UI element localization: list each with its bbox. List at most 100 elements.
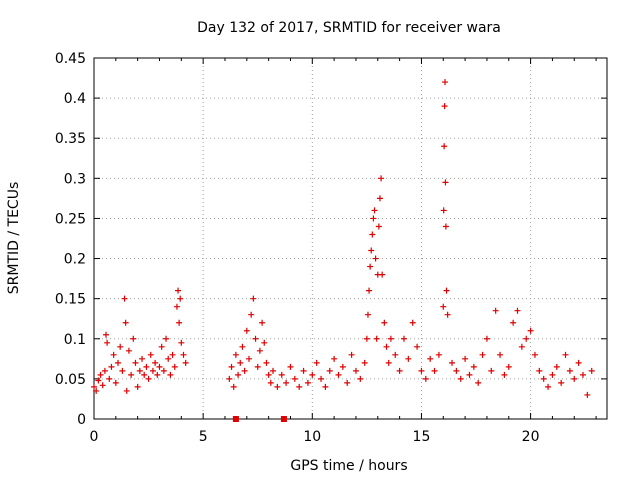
data-point	[128, 371, 135, 378]
y-tick-label: 0.05	[55, 372, 86, 388]
data-point	[326, 367, 333, 374]
data-point	[228, 363, 235, 370]
data-point	[392, 351, 399, 358]
data-point	[441, 143, 448, 150]
data-point	[414, 343, 421, 350]
data-point	[141, 371, 148, 378]
data-point	[536, 367, 543, 374]
data-point	[443, 287, 450, 294]
x-tick-label: 5	[199, 429, 208, 445]
data-point	[318, 375, 325, 382]
data-point	[422, 375, 429, 382]
data-point	[171, 363, 178, 370]
data-point	[130, 335, 137, 342]
data-point	[122, 319, 129, 326]
data-point	[510, 319, 517, 326]
data-point	[180, 351, 187, 358]
data-point	[296, 383, 303, 390]
data-point	[177, 295, 184, 302]
plot-frame	[93, 57, 608, 420]
data-point	[134, 383, 141, 390]
y-tick-label: 0.25	[55, 211, 86, 227]
data-point	[352, 367, 359, 374]
data-point	[182, 359, 189, 366]
data-point	[101, 367, 108, 374]
data-point	[274, 383, 281, 390]
data-point	[149, 367, 156, 374]
data-point	[387, 335, 394, 342]
data-point	[483, 335, 490, 342]
data-point	[256, 347, 263, 354]
data-point	[110, 351, 117, 358]
data-point	[584, 391, 591, 398]
data-point	[540, 375, 547, 382]
data-point	[287, 363, 294, 370]
data-point	[232, 351, 239, 358]
data-point	[518, 343, 525, 350]
data-point	[372, 255, 379, 262]
data-point	[357, 375, 364, 382]
data-points	[91, 79, 595, 422]
data-point	[453, 367, 460, 374]
data-point	[158, 343, 165, 350]
data-point	[364, 311, 371, 318]
data-point	[278, 371, 285, 378]
data-point	[470, 363, 477, 370]
data-point	[501, 371, 508, 378]
y-tick-label: 0.2	[64, 252, 86, 268]
x-tick-label: 15	[413, 429, 431, 445]
y-axis-label: SRMTID / TECUs	[6, 182, 22, 295]
data-point	[369, 231, 376, 238]
data-point	[366, 287, 373, 294]
y-tick-label: 0.35	[55, 131, 86, 147]
data-point	[367, 263, 374, 270]
data-point	[245, 355, 252, 362]
data-point	[348, 351, 355, 358]
data-point	[139, 355, 146, 362]
data-point	[418, 367, 425, 374]
data-point	[267, 379, 274, 386]
data-point	[261, 339, 268, 346]
data-point	[479, 351, 486, 358]
data-point	[545, 383, 552, 390]
data-point	[575, 359, 582, 366]
data-point	[265, 371, 272, 378]
y-tick-label: 0.4	[64, 91, 86, 107]
data-point	[263, 359, 270, 366]
data-point	[441, 103, 448, 110]
data-point	[108, 363, 115, 370]
data-point	[169, 351, 176, 358]
data-point	[339, 363, 346, 370]
data-point	[313, 359, 320, 366]
data-point	[440, 303, 447, 310]
data-point	[435, 351, 442, 358]
data-point	[250, 295, 257, 302]
baseline-marker	[232, 416, 239, 422]
data-point	[112, 379, 119, 386]
data-point	[239, 343, 246, 350]
x-tick-label: 20	[522, 429, 540, 445]
data-point	[409, 319, 416, 326]
data-point	[379, 271, 386, 278]
data-point	[396, 367, 403, 374]
y-tick-label: 0.15	[55, 292, 86, 308]
data-point	[123, 387, 130, 394]
data-point	[378, 175, 385, 182]
data-point	[125, 347, 132, 354]
data-point	[300, 367, 307, 374]
data-point	[254, 363, 261, 370]
data-point	[167, 371, 174, 378]
data-point	[344, 379, 351, 386]
data-point	[270, 367, 277, 374]
data-point	[154, 371, 161, 378]
data-point	[442, 79, 449, 86]
data-point	[383, 343, 390, 350]
data-point	[173, 303, 180, 310]
data-point	[505, 363, 512, 370]
data-point	[143, 363, 150, 370]
data-point	[373, 335, 380, 342]
data-point	[230, 383, 237, 390]
axis-ticks: 0 0.05 0.1 0.15 0.2 0.25 0.3 0.35 0.4 0.45 0 5 10 15 2…	[55, 51, 607, 445]
data-point	[152, 359, 159, 366]
